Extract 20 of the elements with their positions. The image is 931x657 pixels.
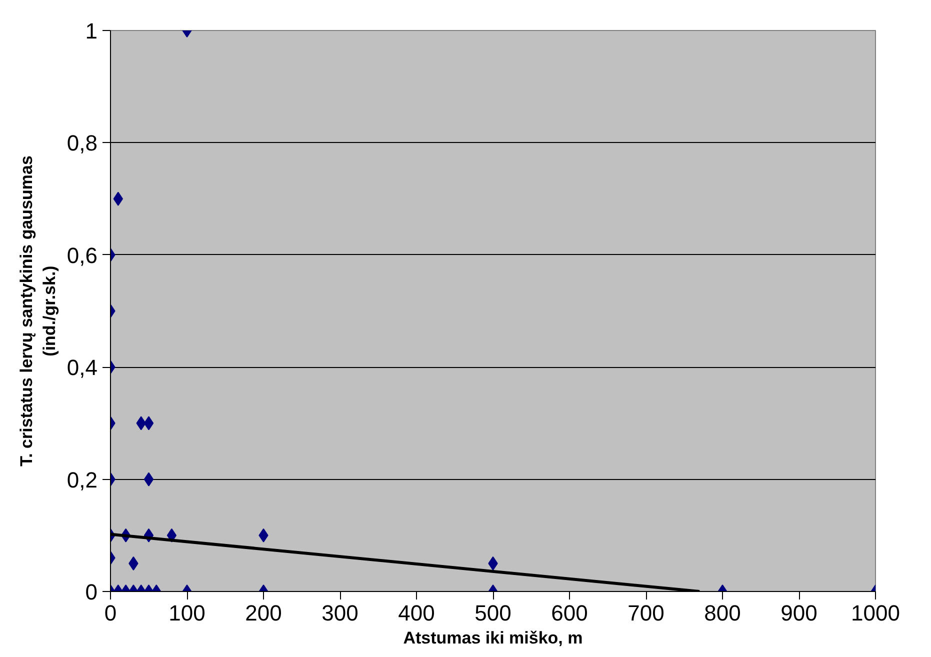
x-tick-label: 100 (168, 600, 206, 626)
x-axis-title: Atstumas iki miško, m (403, 628, 583, 648)
x-tick-label: 500 (474, 600, 512, 626)
x-tick-label: 900 (780, 600, 818, 626)
x-tick-label: 700 (628, 600, 664, 626)
y-tick-label: 0,2 (66, 467, 98, 492)
y-tick-label: 1 (85, 18, 98, 44)
point (144, 416, 154, 430)
y-tick-label: 0,8 (66, 130, 98, 156)
y-tick-label: 0,6 (66, 242, 98, 268)
y-tick-label: 0,4 (66, 355, 98, 380)
x-tick-label: 0 (104, 600, 117, 626)
y-tick-label: 0 (85, 580, 98, 604)
x-tick-label: 800 (704, 600, 741, 626)
x-tick-label: 300 (322, 600, 358, 626)
x-tick-label: 600 (551, 600, 588, 626)
x-tick-label: 1000 (851, 600, 900, 626)
x-tick-label: 200 (245, 600, 282, 626)
x-tick-label: 400 (398, 600, 435, 626)
y-axis-title: T. cristatus lervų santykinis gausumas (ind./gr.sk.) (17, 156, 59, 466)
